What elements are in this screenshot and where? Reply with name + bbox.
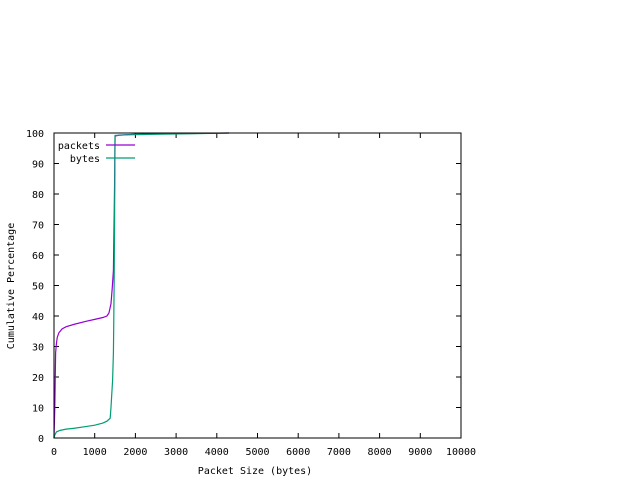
plot-frame (53, 132, 462, 439)
y-tick-label: 80 (32, 190, 44, 201)
x-tick-label: 5000 (245, 447, 269, 458)
y-tick-label: 20 (32, 373, 44, 384)
x-tick-label: 3000 (164, 447, 188, 458)
y-tick-label: 50 (32, 282, 44, 293)
y-tick-label: 10 (32, 404, 44, 415)
x-tick-label: 6000 (286, 447, 310, 458)
x-tick-label: 8000 (368, 447, 392, 458)
x-tick-label: 9000 (408, 447, 432, 458)
x-tick-label: 0 (51, 447, 57, 458)
axis-ticks: 0 1000 2000 3000 4000 5000 6000 7000 8000 9000 100… (26, 129, 476, 458)
series-line-packets (53, 132, 230, 439)
y-axis-label: Cumulative Percentage (6, 223, 17, 349)
x-tick-label: 10000 (446, 447, 476, 458)
y-tick-label: 100 (26, 129, 44, 140)
series-line-bytes (53, 132, 230, 439)
x-tick-label: 2000 (123, 447, 147, 458)
legend-label-packets: packets (58, 141, 100, 152)
series-lines (53, 132, 230, 439)
y-tick-label: 0 (38, 434, 44, 445)
legend: packets bytes (58, 141, 135, 165)
x-tick-label: 1000 (83, 447, 107, 458)
legend-label-bytes: bytes (70, 154, 100, 165)
x-tick-label: 4000 (205, 447, 229, 458)
x-tick-label: 7000 (327, 447, 351, 458)
y-tick-label: 90 (32, 160, 44, 171)
y-tick-label: 70 (32, 221, 44, 232)
y-tick-label: 60 (32, 251, 44, 262)
x-axis-label: Packet Size (bytes) (198, 466, 312, 477)
y-tick-label: 40 (32, 312, 44, 323)
y-tick-label: 30 (32, 343, 44, 354)
